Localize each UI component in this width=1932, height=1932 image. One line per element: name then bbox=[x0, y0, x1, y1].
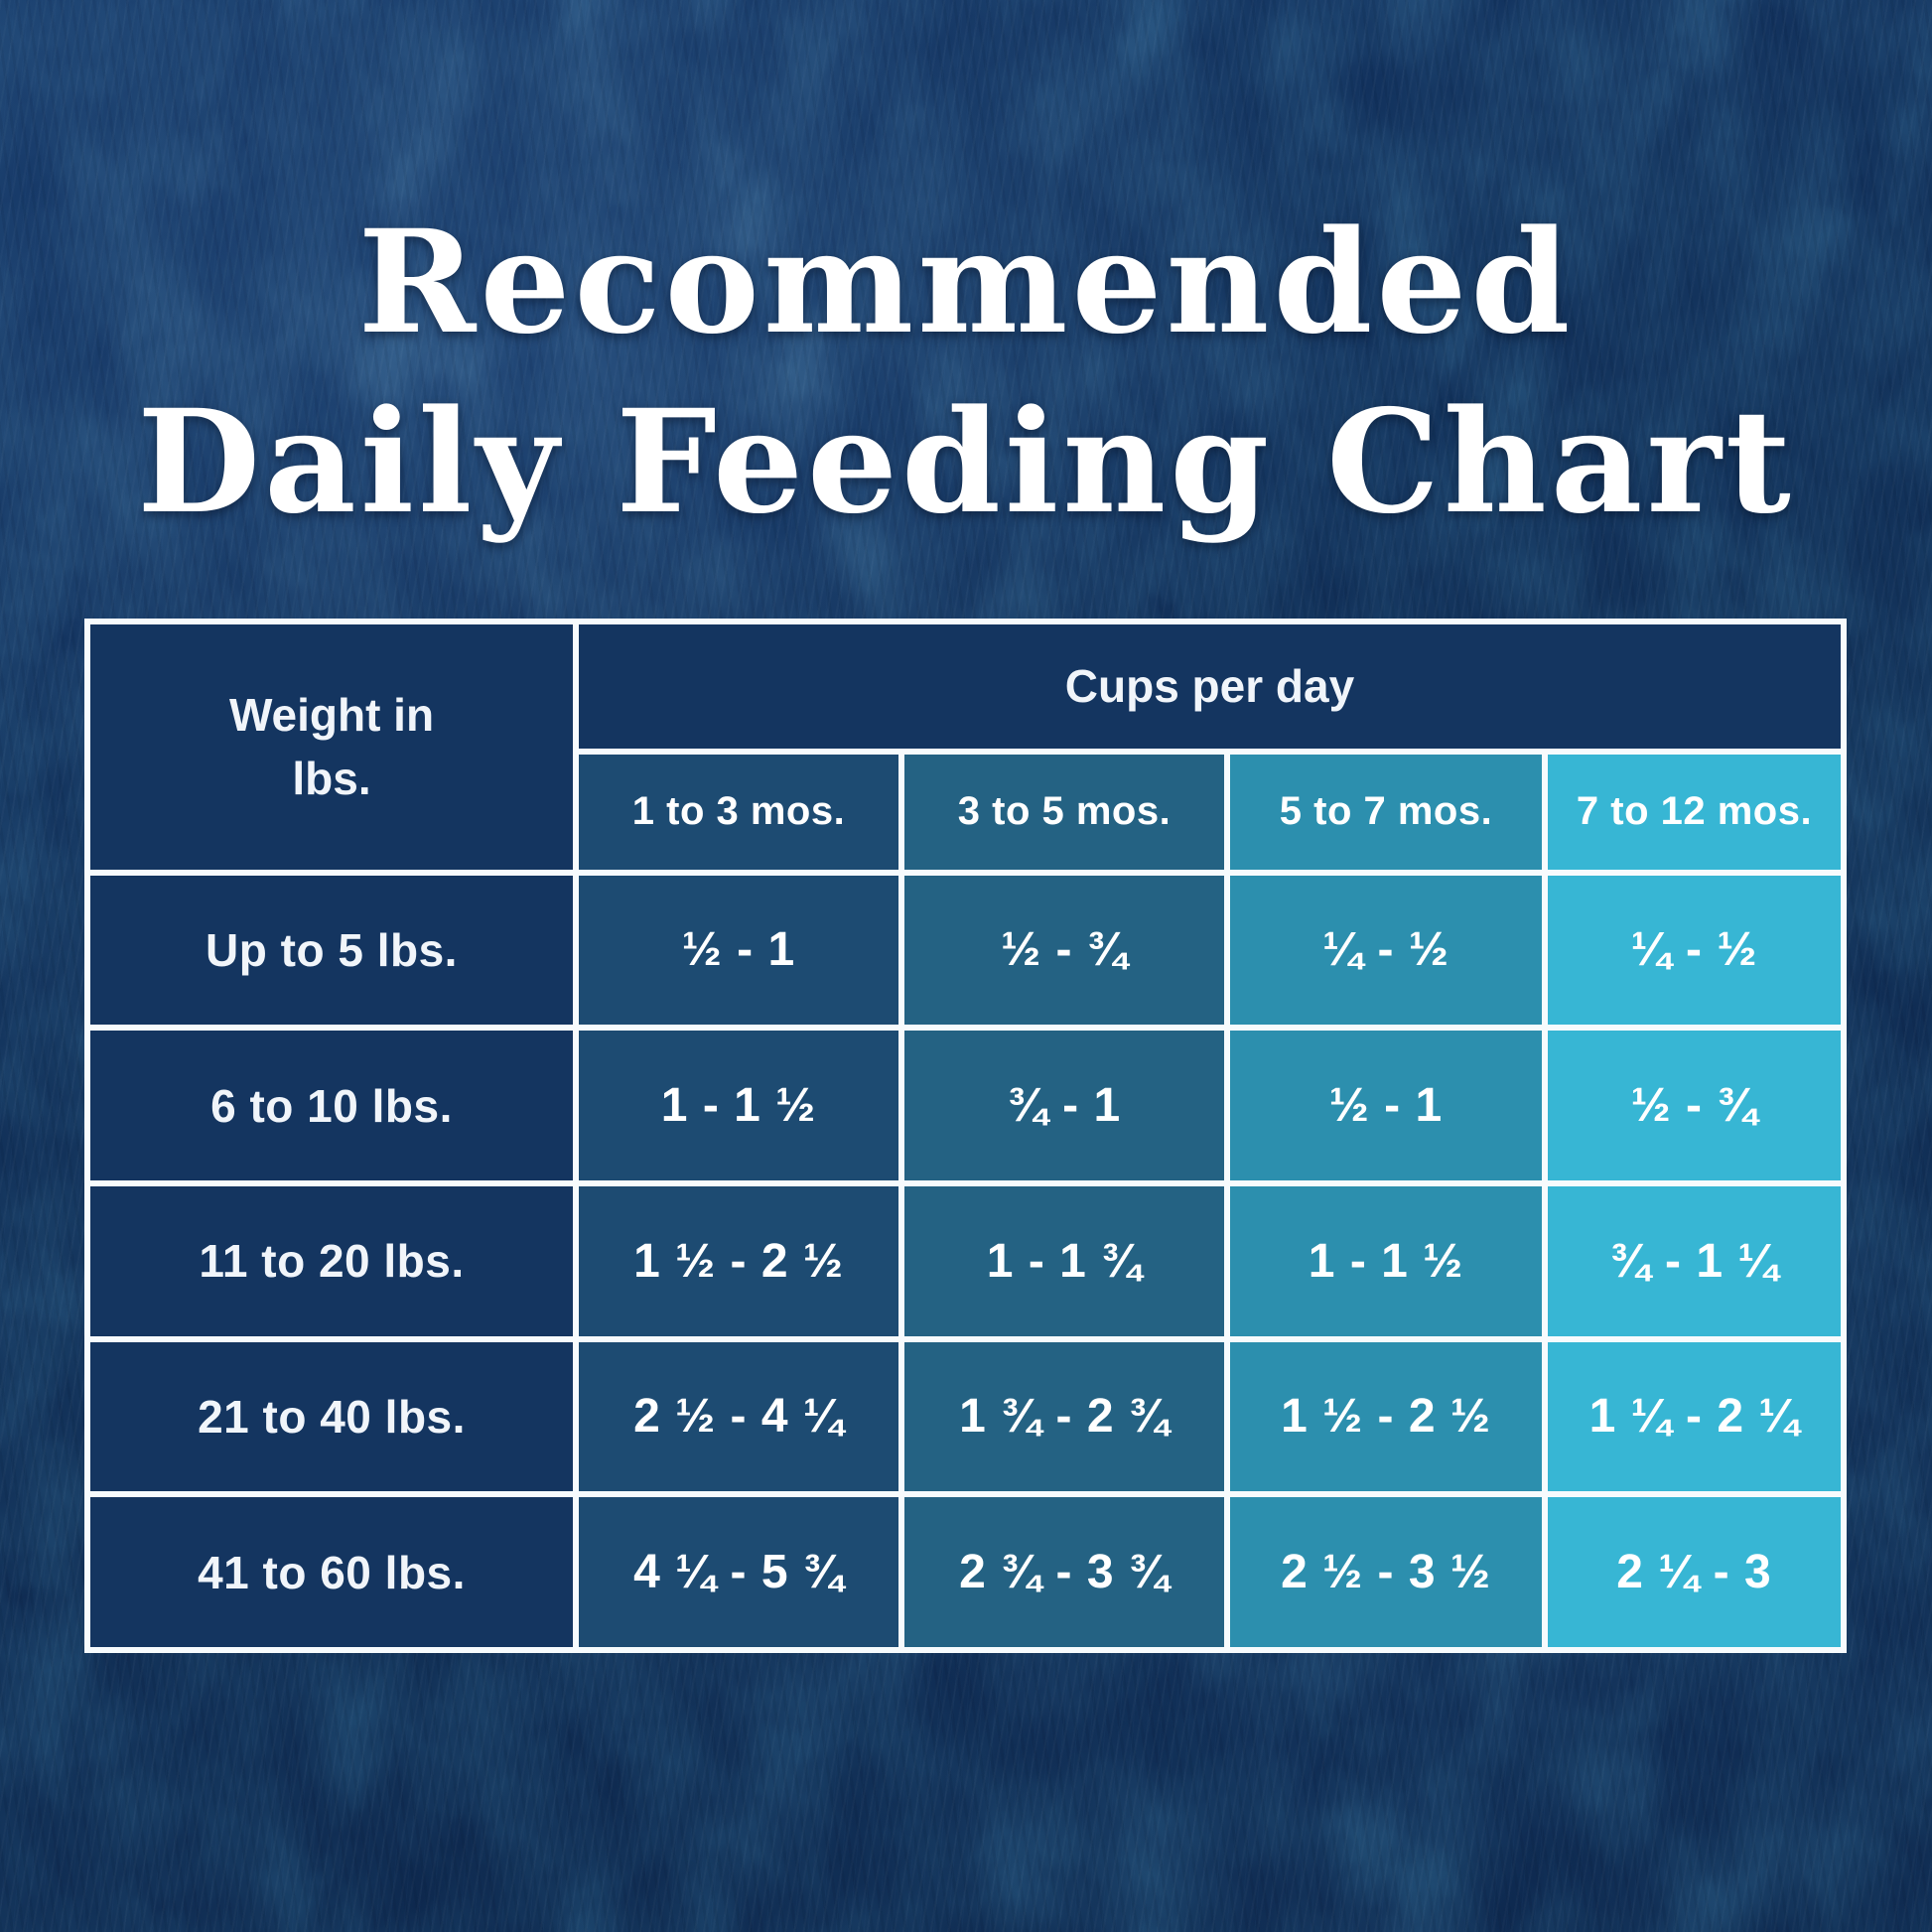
cell-11-to-20-lbs-5-to-7-mos: 1 - 1 ½ bbox=[1230, 1185, 1542, 1336]
cell-6-to-10-lbs-7-to-12-mos: ½ - ¾ bbox=[1548, 1031, 1841, 1180]
cell-11-to-20-lbs-7-to-12-mos: ¾ - 1 ¼ bbox=[1548, 1185, 1841, 1336]
row-weight-6-to-10-lbs: 6 to 10 lbs. bbox=[90, 1031, 573, 1180]
header-weight-in-lbs: Weight in lbs. bbox=[90, 624, 573, 870]
cell-41-to-60-lbs-3-to-5-mos: 2 ¾ - 3 ¾ bbox=[904, 1497, 1224, 1647]
cell-up-to-5-lbs-3-to-5-mos: ½ - ¾ bbox=[904, 875, 1224, 1026]
cell-11-to-20-lbs-1-to-3-mos: 1 ½ - 2 ½ bbox=[579, 1185, 898, 1336]
cell-21-to-40-lbs-5-to-7-mos: 1 ½ - 2 ½ bbox=[1230, 1341, 1542, 1492]
header-weight-line-2: lbs. bbox=[292, 753, 371, 805]
feeding-table: Weight in lbs. Cups per day 1 to 3 mos. … bbox=[84, 619, 1847, 1653]
cell-21-to-40-lbs-7-to-12-mos: 1 ¼ - 2 ¼ bbox=[1548, 1341, 1841, 1492]
page-title-line-1: Recommended bbox=[357, 198, 1575, 365]
cell-6-to-10-lbs-3-to-5-mos: ¾ - 1 bbox=[904, 1031, 1224, 1180]
cell-41-to-60-lbs-1-to-3-mos: 4 ¼ - 5 ¾ bbox=[579, 1497, 898, 1647]
row-weight-41-to-60-lbs: 41 to 60 lbs. bbox=[90, 1497, 573, 1647]
row-weight-11-to-20-lbs: 11 to 20 lbs. bbox=[90, 1185, 573, 1336]
cell-21-to-40-lbs-3-to-5-mos: 1 ¾ - 2 ¾ bbox=[904, 1341, 1224, 1492]
header-age-1-to-3-mos: 1 to 3 mos. bbox=[579, 754, 898, 870]
cell-up-to-5-lbs-1-to-3-mos: ½ - 1 bbox=[579, 875, 898, 1026]
row-weight-up-to-5-lbs: Up to 5 lbs. bbox=[90, 875, 573, 1026]
cell-11-to-20-lbs-3-to-5-mos: 1 - 1 ¾ bbox=[904, 1185, 1224, 1336]
cell-41-to-60-lbs-7-to-12-mos: 2 ¼ - 3 bbox=[1548, 1497, 1841, 1647]
cell-41-to-60-lbs-5-to-7-mos: 2 ½ - 3 ½ bbox=[1230, 1497, 1542, 1647]
header-age-7-to-12-mos: 7 to 12 mos. bbox=[1548, 754, 1841, 870]
cell-6-to-10-lbs-1-to-3-mos: 1 - 1 ½ bbox=[579, 1031, 898, 1180]
cell-6-to-10-lbs-5-to-7-mos: ½ - 1 bbox=[1230, 1031, 1542, 1180]
header-cups-per-day: Cups per day bbox=[579, 624, 1841, 749]
cell-up-to-5-lbs-5-to-7-mos: ¼ - ½ bbox=[1230, 875, 1542, 1026]
header-age-3-to-5-mos: 3 to 5 mos. bbox=[904, 754, 1224, 870]
row-weight-21-to-40-lbs: 21 to 40 lbs. bbox=[90, 1341, 573, 1492]
header-weight-line-1: Weight in bbox=[228, 688, 435, 741]
header-age-5-to-7-mos: 5 to 7 mos. bbox=[1230, 754, 1542, 870]
cell-up-to-5-lbs-7-to-12-mos: ¼ - ½ bbox=[1548, 875, 1841, 1026]
cell-21-to-40-lbs-1-to-3-mos: 2 ½ - 4 ¼ bbox=[579, 1341, 898, 1492]
page-title-line-2: Daily Feeding Chart bbox=[137, 378, 1795, 546]
page-title: Recommended Daily Feeding Chart bbox=[0, 193, 1932, 553]
